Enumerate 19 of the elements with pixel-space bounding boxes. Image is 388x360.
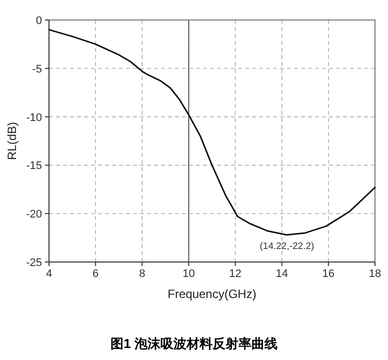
x-tick-label: 10	[182, 268, 195, 280]
y-tick-label: 0	[36, 15, 42, 27]
x-tick-label: 16	[322, 268, 335, 280]
y-tick-label: -5	[32, 63, 42, 76]
annotation: (14.22,-22.2)	[260, 240, 314, 252]
x-tick-label: 6	[92, 268, 99, 280]
y-tick-label: -25	[26, 257, 42, 269]
caption: 图1 泡沫吸波材料反射率曲线	[110, 336, 278, 351]
line-series	[48, 28, 376, 236]
x-tick-label: 4	[46, 268, 52, 280]
x-tick-label: 8	[139, 268, 146, 280]
y-tick-label: -20	[26, 208, 42, 221]
y-axis-title: RL(dB)	[5, 122, 19, 160]
x-axis-title: Frequency(GHz)	[168, 287, 256, 301]
y-tick-label: -15	[26, 160, 42, 172]
y-tick-label: -10	[26, 112, 42, 124]
x-tick-label: 14	[276, 268, 288, 280]
x-tick-label: 18	[368, 268, 382, 280]
x-tick-label: 12	[229, 268, 242, 280]
